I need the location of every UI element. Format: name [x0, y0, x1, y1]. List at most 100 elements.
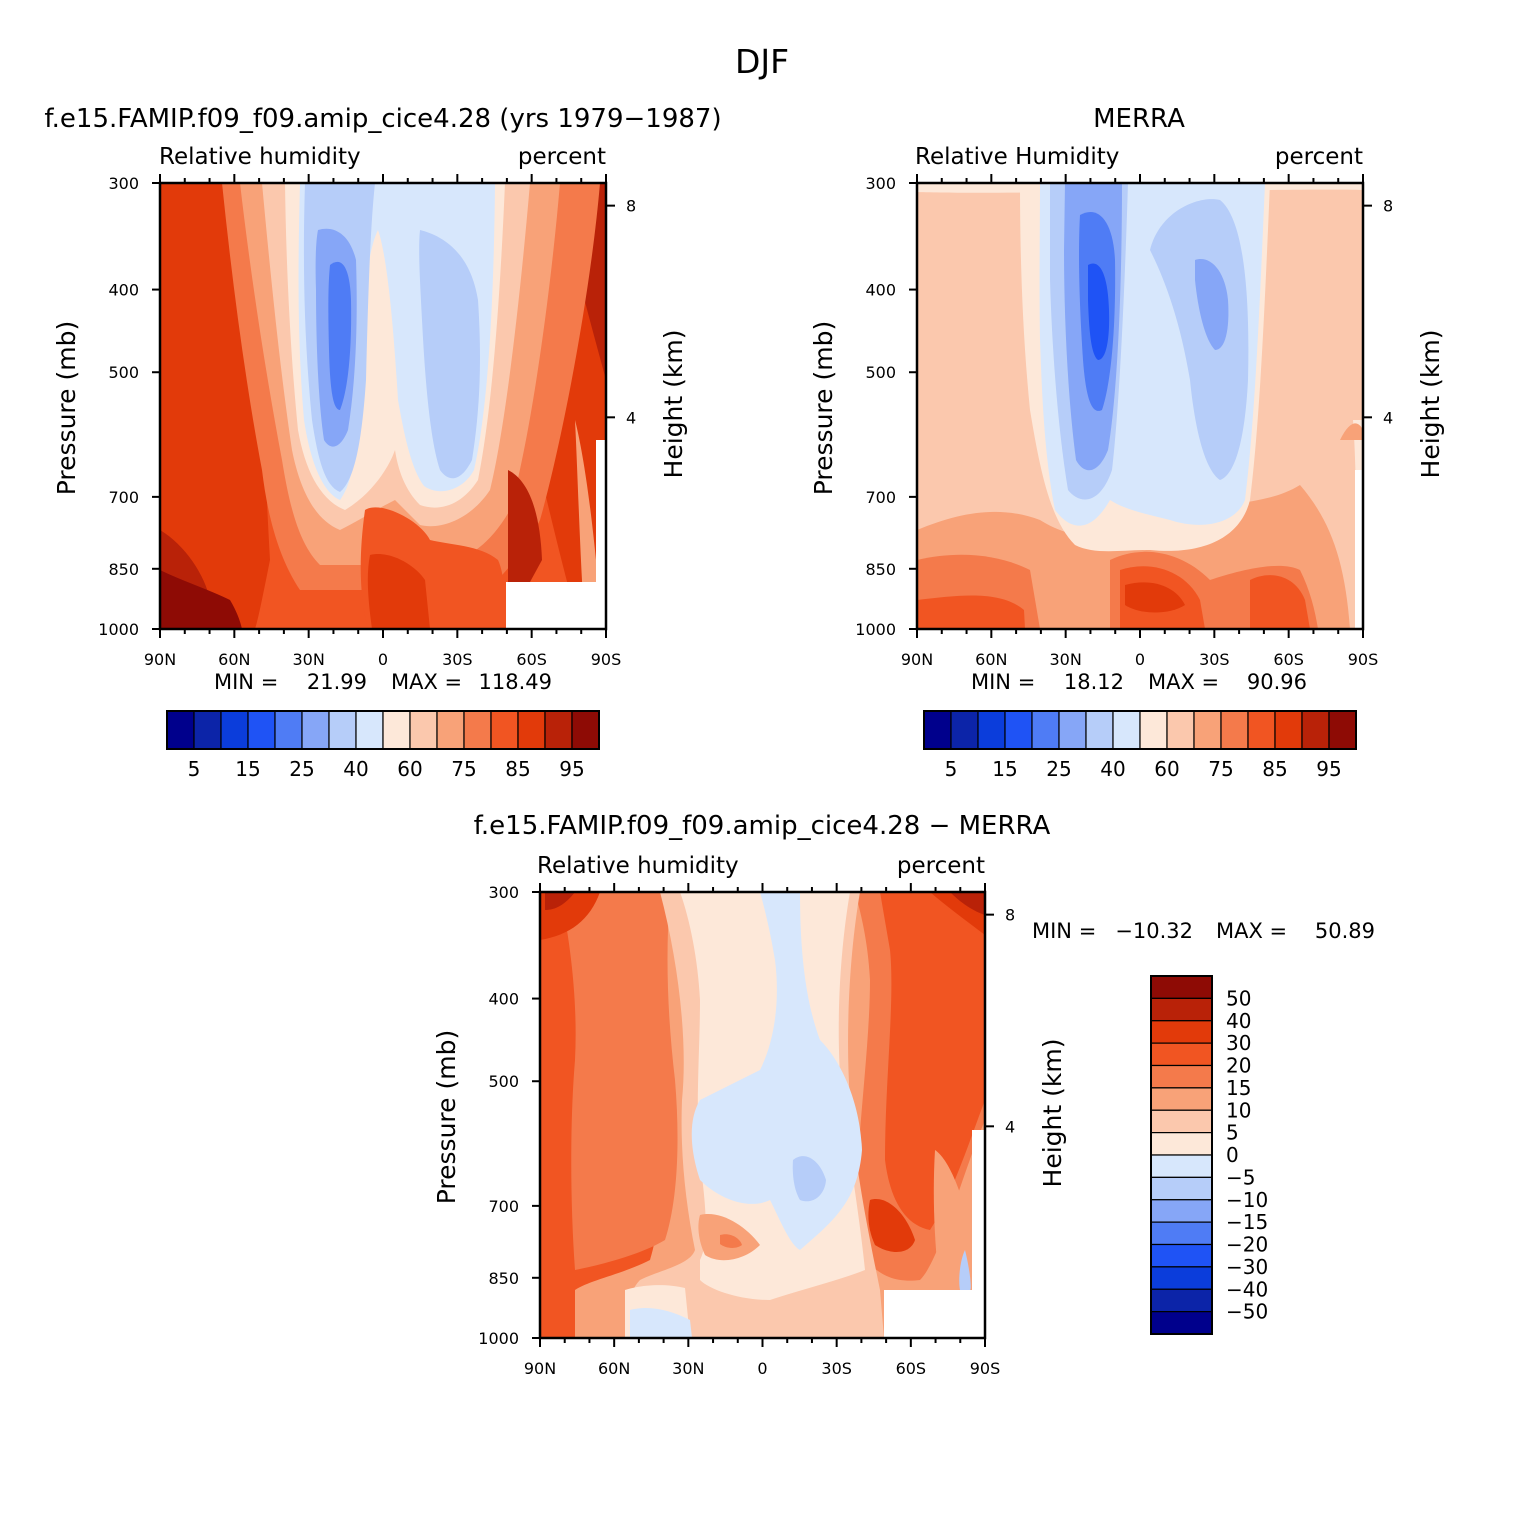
colorbar-label: −50: [1226, 1300, 1268, 1324]
colorbar-label: 15: [992, 757, 1017, 781]
colorbar-label: −15: [1226, 1210, 1268, 1234]
colorbar-swatch: [544, 710, 573, 750]
x-tick-label: 0: [1135, 650, 1145, 669]
y-axis-label: Pressure (mb): [432, 1030, 461, 1204]
colorbar-label: 20: [1226, 1054, 1251, 1078]
y-tick-label: 400: [865, 281, 896, 300]
y-tick-label: 1000: [478, 1329, 519, 1348]
stats-text: MIN = −10.32 MAX = 50.89: [1032, 919, 1375, 943]
colorbar-swatch: [1085, 710, 1114, 750]
colorbar-label: −20: [1226, 1233, 1268, 1257]
colorbar-swatch: [490, 710, 519, 750]
panel-model: f.e15.FAMIP.f09_f09.amip_cice4.28 (yrs 1…: [44, 104, 721, 781]
contour-field: [917, 183, 1363, 629]
units-label: percent: [897, 853, 985, 879]
colorbar-swatch: [1150, 1087, 1213, 1111]
y-tick-label: 850: [108, 560, 139, 579]
colorbar-label: 95: [559, 757, 584, 781]
colorbar-label: 50: [1226, 986, 1251, 1010]
colorbar-swatch: [1193, 710, 1222, 750]
colorbar-swatch: [923, 710, 952, 750]
variable-label: Relative humidity: [537, 853, 739, 879]
colorbar-swatch: [1166, 710, 1195, 750]
colorbar-swatch: [355, 710, 384, 750]
min-label: MIN =: [214, 670, 278, 694]
colorbar-swatch: [247, 710, 276, 750]
x-tick-label: 30N: [293, 650, 325, 669]
colorbar-label: 95: [1316, 757, 1341, 781]
colorbar-swatch: [328, 710, 357, 750]
colorbar-swatch: [1150, 1199, 1213, 1223]
contour-field: [540, 892, 985, 1338]
y-tick-label: 700: [865, 488, 896, 507]
x-tick-label: 60S: [1273, 650, 1304, 669]
colorbar-swatch: [1004, 710, 1033, 750]
variable-label: Relative humidity: [159, 144, 361, 170]
colorbar-swatch: [274, 710, 303, 750]
max-value: 118.49: [479, 670, 552, 694]
colorbar-label: 25: [289, 757, 314, 781]
y-tick-label: 500: [865, 363, 896, 382]
panel-title: f.e15.FAMIP.f09_f09.amip_cice4.28 − MERR…: [474, 811, 1051, 841]
x-tick-label: 90N: [524, 1359, 556, 1378]
colorbar-swatch: [1150, 1064, 1213, 1089]
colorbar-swatch: [1058, 710, 1087, 750]
max-label: MAX =: [391, 670, 462, 694]
colorbar-swatch: [950, 710, 979, 750]
colorbar-swatch: [301, 710, 330, 750]
x-tick-label: 30N: [672, 1359, 704, 1378]
panel-title: f.e15.FAMIP.f09_f09.amip_cice4.28 (yrs 1…: [44, 104, 721, 134]
colorbar-swatch: [1150, 1132, 1213, 1156]
colorbar-swatch: [382, 710, 411, 750]
colorbar-frame: [923, 710, 1357, 750]
x-tick-label: 60N: [598, 1359, 630, 1378]
x-tick-label: 60S: [516, 650, 547, 669]
panel-difference: f.e15.FAMIP.f09_f09.amip_cice4.28 − MERR…: [432, 811, 1375, 1378]
colorbar-swatch: [409, 710, 438, 750]
units-label: percent: [1275, 144, 1363, 170]
y2-tick-label: 4: [1383, 408, 1393, 427]
colorbar-swatch: [571, 710, 600, 750]
min-label: MIN =: [1032, 919, 1096, 943]
colorbar-swatch: [1150, 1042, 1213, 1067]
max-label: MAX =: [1216, 919, 1287, 943]
colorbar-swatch: [1031, 710, 1060, 750]
colorbar-label: 15: [1226, 1076, 1251, 1100]
max-value: 50.89: [1315, 919, 1375, 943]
colorbar-swatch: [436, 710, 465, 750]
y-tick-label: 400: [108, 281, 139, 300]
colorbar-label: 85: [1262, 757, 1287, 781]
panel-title: MERRA: [1093, 104, 1185, 134]
min-value: 21.99: [307, 670, 367, 694]
y2-axis-label: Height (km): [659, 330, 688, 479]
colorbar-label: 5: [1226, 1121, 1239, 1145]
x-tick-label: 90N: [144, 650, 176, 669]
colorbar-swatch: [1328, 710, 1357, 750]
colorbar-swatch: [1150, 1243, 1213, 1268]
axes-frame: 300 400 500 700 850 1000 90N 60N 30N 0 30S 60S 90S 8 4…: [809, 174, 1445, 669]
colorbar-swatch: [1274, 710, 1303, 750]
colorbar: 5 15 25 40 60 75 85 95: [166, 710, 600, 781]
stats-text: MIN = 21.99 MAX = 118.49: [214, 670, 552, 694]
colorbar-label: 5: [188, 757, 201, 781]
colorbar-swatch: [193, 710, 222, 750]
stats-text: MIN = 18.12 MAX = 90.96: [971, 670, 1307, 694]
x-tick-label: 90S: [591, 650, 622, 669]
colorbar-swatch: [1150, 1221, 1213, 1246]
x-tick-label: 30S: [1199, 650, 1230, 669]
axes-frame: 300 400 500 700 850 1000 90N 60N 30N 0 30S 60S 90S 8 4…: [52, 174, 688, 669]
y-tick-label: 700: [108, 488, 139, 507]
y-tick-label: 500: [488, 1072, 519, 1091]
max-label: MAX =: [1148, 670, 1219, 694]
colorbar-swatch: [1150, 1154, 1213, 1178]
y-axis-label: Pressure (mb): [809, 321, 838, 495]
x-tick-label: 0: [757, 1359, 767, 1378]
y2-axis-label: Height (km): [1416, 330, 1445, 479]
colorbar-label: −5: [1226, 1165, 1255, 1189]
variable-label: Relative Humidity: [915, 144, 1119, 170]
colorbar-swatch: [1112, 710, 1141, 750]
colorbar-swatch: [1301, 710, 1330, 750]
x-tick-label: 90S: [970, 1359, 1001, 1378]
colorbar-label: 40: [1226, 1009, 1251, 1033]
colorbar-swatch: [517, 710, 546, 750]
